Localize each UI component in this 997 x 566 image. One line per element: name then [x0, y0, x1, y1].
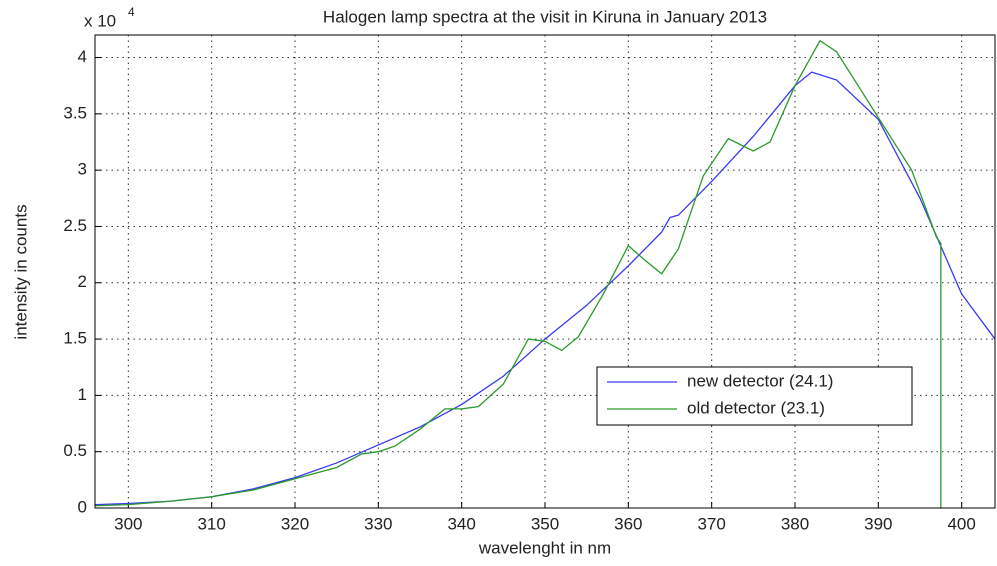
x-tick-label: 350	[531, 514, 559, 533]
x-tick-label: 370	[697, 514, 725, 533]
x-tick-label: 320	[281, 514, 309, 533]
plot-frame	[94, 34, 996, 509]
y-tick-label: 3.5	[63, 103, 87, 122]
chart-title: Halogen lamp spectra at the visit in Kir…	[323, 7, 767, 26]
x-tick-label: 340	[447, 514, 475, 533]
y-axis-label: intensity in counts	[11, 204, 30, 339]
y-tick-label: 3	[78, 160, 87, 179]
x-tick-label: 300	[114, 514, 142, 533]
x-axis-label: wavelenght in nm	[478, 538, 611, 557]
x-tick-label: 310	[197, 514, 225, 533]
x-tick-label: 360	[614, 514, 642, 533]
legend-label: new detector (24.1)	[687, 371, 833, 390]
y-tick-label: 1.5	[63, 329, 87, 348]
series-line	[94, 39, 942, 508]
y-tick-label: 1	[78, 385, 87, 404]
legend-box	[596, 366, 913, 426]
legend-label: old detector (23.1)	[687, 398, 825, 417]
y-multiplier-exponent: 4	[128, 5, 135, 19]
y-multiplier: x 10	[84, 11, 116, 30]
y-tick-label: 0	[78, 497, 87, 516]
y-tick-label: 4	[78, 47, 87, 66]
x-tick-label: 330	[364, 514, 392, 533]
x-tick-label: 380	[781, 514, 809, 533]
y-tick-label: 0.5	[63, 441, 87, 460]
x-tick-label: 400	[947, 514, 975, 533]
y-tick-label: 2.5	[63, 216, 87, 235]
y-tick-label: 2	[78, 272, 87, 291]
x-tick-label: 390	[864, 514, 892, 533]
